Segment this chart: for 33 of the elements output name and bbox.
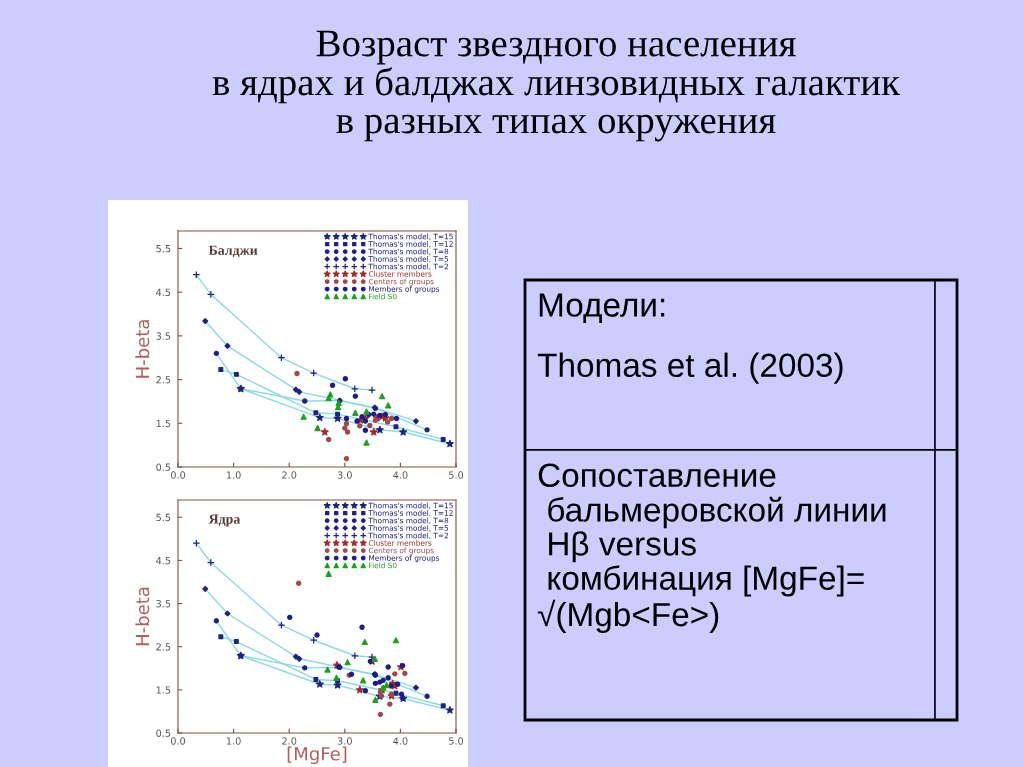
- y-tick-label: 4.5: [156, 557, 171, 565]
- y-tick-label: 2.5: [156, 376, 171, 384]
- x-tick-label: 0.0: [170, 471, 186, 479]
- y-tick-label: 5.5: [156, 245, 171, 253]
- y-tick-label: 0.5: [156, 729, 171, 737]
- y-tick-label: 0.5: [156, 463, 171, 471]
- text: Thomas et al. (2003): [537, 352, 843, 384]
- x-axis-title: [MgFe]: [287, 746, 347, 765]
- text: Возраст звездного населения в ядрах и балджах линзовидных галактик в разных типах окружения: [212, 30, 901, 142]
- x-tick-label: 2.0: [282, 737, 297, 745]
- x-tick-label: 5.0: [449, 471, 464, 479]
- text: Модели:: [539, 293, 665, 324]
- y-tick-label: 1.5: [156, 686, 171, 694]
- x-tick-label: 4.0: [393, 737, 408, 745]
- y-tick-label: 3.5: [156, 332, 171, 340]
- y-axis-title: H-beta: [135, 320, 150, 378]
- y-tick-label: 3.5: [156, 600, 171, 608]
- x-tick-label: 3.0: [337, 737, 352, 745]
- x-tick-label: 3.0: [337, 471, 352, 479]
- y-tick-label: 4.5: [156, 288, 171, 297]
- x-tick-label: 1.0: [226, 471, 241, 479]
- y-tick-label: 1.5: [156, 419, 171, 428]
- x-tick-label: 4.0: [393, 471, 408, 479]
- annotation: Балджи: [208, 245, 258, 258]
- text: Сопоставление бальмеровской линии Hβ versus комбинация [MgFe]= √(Mgb<Fe>): [537, 463, 886, 634]
- annotation: Ядра: [208, 514, 241, 527]
- y-tick-label: 5.5: [156, 513, 171, 522]
- y-axis-title: H-beta: [135, 587, 150, 646]
- x-tick-label: 2.0: [282, 471, 297, 479]
- y-tick-label: 2.5: [156, 643, 171, 651]
- x-tick-label: 1.0: [226, 737, 241, 745]
- x-tick-label: 0.0: [170, 737, 186, 745]
- x-tick-label: 5.0: [449, 737, 464, 745]
